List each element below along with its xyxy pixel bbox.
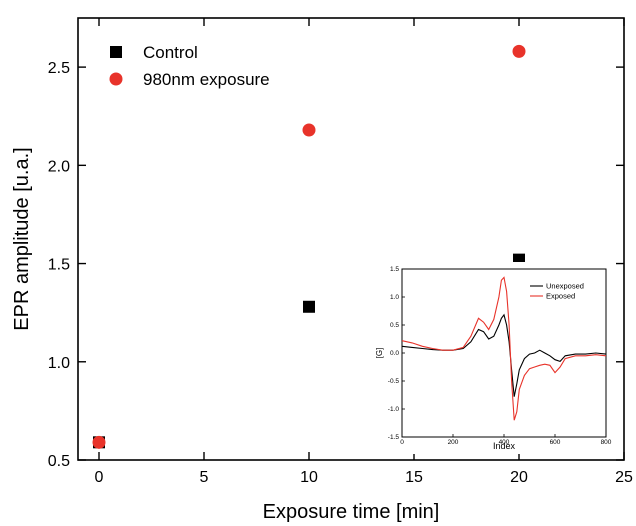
main-y-tick-label: 1.0 (48, 355, 70, 372)
main-x-tick-label: 10 (300, 469, 318, 486)
inset-y-tick-label: 1.0 (390, 294, 399, 301)
inset-x-axis: 0 200 400 600 800 (400, 434, 612, 446)
inset-series-lines (401, 276, 607, 421)
inset-x-tick-label: 0 (400, 439, 404, 446)
legend-label: 980nm exposure (143, 70, 270, 89)
main-y-axis-label: EPR amplitude [u.a.] (11, 147, 33, 330)
inset-y-tick-label: 0.0 (390, 350, 399, 357)
main-y-tick-label: 2.5 (48, 60, 70, 77)
main-y-tick-label: 0.5 (48, 453, 70, 470)
main-y-tick-label: 2.0 (48, 158, 70, 175)
inset-y-tick-label: -1.5 (388, 434, 400, 441)
legend-label: Control (143, 43, 198, 62)
inset-y-tick-label: 1.5 (390, 266, 399, 273)
main-x-tick-label: 20 (510, 469, 528, 486)
exposure-point (512, 44, 526, 58)
inset-legend-label: Unexposed (546, 282, 584, 291)
legend-control-marker (110, 46, 122, 58)
exposure-point (302, 123, 316, 137)
inset-y-tick-label: -0.5 (388, 378, 400, 385)
main-y-axis: 0.5 1.0 1.5 2.0 2.5 (48, 60, 624, 470)
inset-x-axis-label: Index (493, 441, 516, 451)
main-legend: Control 980nm exposure (109, 43, 270, 89)
inset-y-tick-label: -1.0 (388, 406, 400, 413)
main-x-axis: 0 5 10 15 20 25 (95, 18, 633, 486)
inset-y-tick-label: 0.5 (390, 322, 399, 329)
main-x-tick-label: 0 (95, 469, 104, 486)
inset-x-tick-label: 800 (601, 439, 612, 446)
control-point (303, 300, 315, 313)
inset-y-axis-label: [G] (375, 348, 384, 359)
legend-exposure-marker (109, 72, 123, 86)
inset-plot: 0 200 400 600 800 -1.5 -1.0 -0.5 0.0 0.5 1.0 1.5 U… (370, 262, 614, 454)
inset-legend-label: Exposed (546, 292, 575, 301)
control-point (513, 253, 525, 266)
main-x-tick-label: 5 (200, 469, 209, 486)
inset-x-tick-label: 400 (499, 439, 510, 446)
main-x-axis-label: Exposure time [min] (263, 501, 440, 523)
main-plot-frame (77, 17, 625, 461)
exposed-line (401, 276, 607, 421)
inset-background (370, 262, 614, 454)
main-x-tick-label: 25 (615, 469, 633, 486)
main-y-tick-label: 1.5 (48, 257, 70, 274)
inset-y-axis: -1.5 -1.0 -0.5 0.0 0.5 1.0 1.5 (388, 266, 405, 441)
inset-x-tick-label: 600 (550, 439, 561, 446)
inset-x-tick-label: 200 (448, 439, 459, 446)
main-plot: 0 5 10 15 20 25 0.5 1.0 1.5 2.0 2.5 Control 980nm … (11, 17, 633, 523)
exposure-point (92, 435, 106, 449)
main-data-points (92, 44, 526, 449)
main-x-tick-label: 15 (405, 469, 423, 486)
